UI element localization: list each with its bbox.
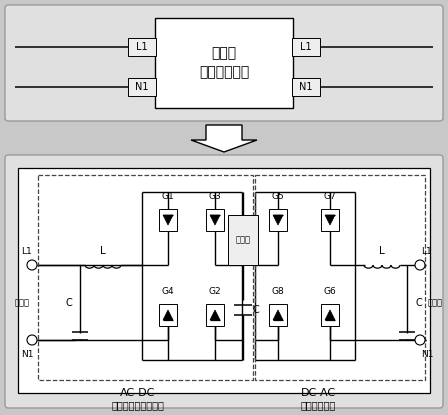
Polygon shape (163, 310, 173, 320)
Bar (128, 38, 156, 56)
Text: 定阻抗: 定阻抗 (211, 46, 237, 60)
FancyBboxPatch shape (5, 155, 443, 408)
Bar (206, 304, 224, 326)
Text: 单位功率因数: 单位功率因数 (300, 400, 336, 410)
Bar (292, 78, 320, 96)
Text: C: C (65, 298, 73, 308)
Circle shape (27, 335, 37, 345)
Bar (292, 38, 320, 56)
Text: 定阻抗负荷特性模拟: 定阻抗负荷特性模拟 (112, 400, 164, 410)
Bar (155, 18, 293, 108)
Bar (269, 209, 287, 231)
Text: N1: N1 (421, 349, 433, 359)
Polygon shape (210, 310, 220, 320)
Polygon shape (191, 125, 257, 152)
Bar (18, 168, 430, 393)
Text: L1: L1 (300, 42, 312, 52)
Circle shape (415, 335, 425, 345)
Bar (321, 304, 339, 326)
Bar (321, 209, 339, 231)
Text: G8: G8 (271, 286, 284, 295)
Text: N1: N1 (299, 82, 313, 92)
Text: G3: G3 (209, 191, 221, 200)
Text: G2: G2 (209, 286, 221, 295)
Text: C: C (253, 305, 259, 315)
Polygon shape (210, 215, 220, 225)
Bar (159, 304, 177, 326)
FancyBboxPatch shape (5, 5, 443, 121)
Text: L: L (379, 246, 385, 256)
Text: C: C (416, 298, 422, 308)
Text: 直流嚀: 直流嚀 (236, 235, 250, 244)
Text: G5: G5 (271, 191, 284, 200)
Text: G6: G6 (323, 286, 336, 295)
Polygon shape (273, 310, 283, 320)
Text: G1: G1 (162, 191, 174, 200)
Text: 输入端: 输入端 (14, 298, 30, 308)
Bar (269, 304, 287, 326)
Circle shape (415, 260, 425, 270)
Polygon shape (325, 310, 335, 320)
Text: L1: L1 (22, 247, 32, 256)
Text: L1: L1 (422, 247, 432, 256)
Bar (38, 175, 253, 380)
Text: N1: N1 (21, 349, 33, 359)
Text: G4: G4 (162, 286, 174, 295)
Text: DC-AC: DC-AC (301, 388, 336, 398)
Text: 回馈端: 回馈端 (427, 298, 443, 308)
Text: G7: G7 (323, 191, 336, 200)
Bar (228, 215, 258, 265)
Text: AC-DC: AC-DC (121, 388, 156, 398)
Bar (128, 78, 156, 96)
Bar (206, 209, 224, 231)
Text: L1: L1 (136, 42, 148, 52)
Polygon shape (163, 215, 173, 225)
Bar (255, 175, 425, 380)
Text: N1: N1 (135, 82, 149, 92)
Circle shape (27, 260, 37, 270)
Polygon shape (273, 215, 283, 225)
Bar (159, 209, 177, 231)
Text: 负荷模拟单元: 负荷模拟单元 (199, 65, 249, 79)
Text: L: L (100, 246, 106, 256)
Polygon shape (325, 215, 335, 225)
